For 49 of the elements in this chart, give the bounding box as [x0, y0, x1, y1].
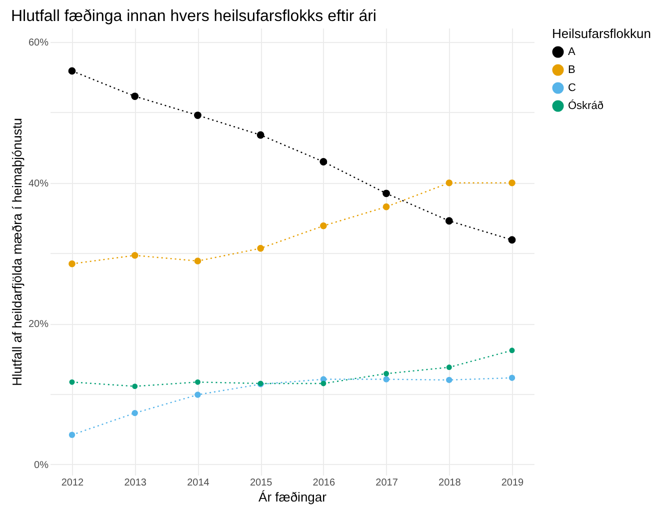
- x-tick-label: 2019: [501, 478, 524, 488]
- point: [131, 92, 139, 100]
- y-tick-label: 0%: [34, 460, 49, 471]
- point: [508, 236, 516, 244]
- point: [132, 384, 138, 390]
- x-tick-label: 2018: [438, 478, 462, 488]
- point: [194, 112, 202, 119]
- x-tick-label: 2016: [312, 478, 336, 488]
- point: [446, 364, 452, 370]
- legend-title: Heilsufarsflokkun: [552, 26, 651, 41]
- point: [68, 67, 76, 75]
- y-tick-label: 60%: [28, 38, 49, 49]
- point: [509, 348, 515, 354]
- y-tick-label: 20%: [28, 319, 49, 330]
- point: [446, 376, 452, 384]
- x-tick-label: 2014: [187, 478, 210, 488]
- point: [446, 179, 453, 186]
- point: [508, 374, 516, 381]
- point: [256, 131, 264, 139]
- y-axis-title: Hlutfall af heildarfjölda mæðra í heimaþjónustu: [9, 118, 24, 386]
- point: [194, 392, 201, 398]
- legend-label: Óskráð: [568, 99, 604, 112]
- legend-label: C: [568, 82, 576, 94]
- point: [384, 370, 390, 376]
- point: [68, 432, 76, 438]
- x-axis-title: Ár fæðingar: [258, 490, 328, 504]
- point: [131, 252, 138, 259]
- point: [194, 258, 202, 264]
- point: [194, 379, 200, 385]
- x-tick-label: 2015: [250, 478, 273, 488]
- point: [69, 379, 75, 385]
- point: [320, 158, 328, 166]
- x-tick-label: 2012: [61, 478, 84, 488]
- point: [382, 203, 390, 210]
- point: [320, 380, 326, 386]
- point: [320, 222, 327, 230]
- point: [68, 260, 76, 268]
- point: [445, 217, 453, 225]
- chart-title: Hlutfall fæðinga innan hvers heilsufarsflokks eftir ári: [10, 8, 376, 25]
- point: [508, 179, 516, 186]
- legend-label: B: [568, 64, 576, 76]
- point: [383, 376, 390, 382]
- x-tick-label: 2017: [376, 478, 398, 488]
- point: [132, 410, 138, 416]
- legend-label: A: [568, 46, 576, 58]
- point: [257, 244, 264, 252]
- point: [382, 190, 390, 198]
- x-tick-label: 2013: [124, 478, 147, 488]
- y-tick-label: 40%: [28, 178, 49, 190]
